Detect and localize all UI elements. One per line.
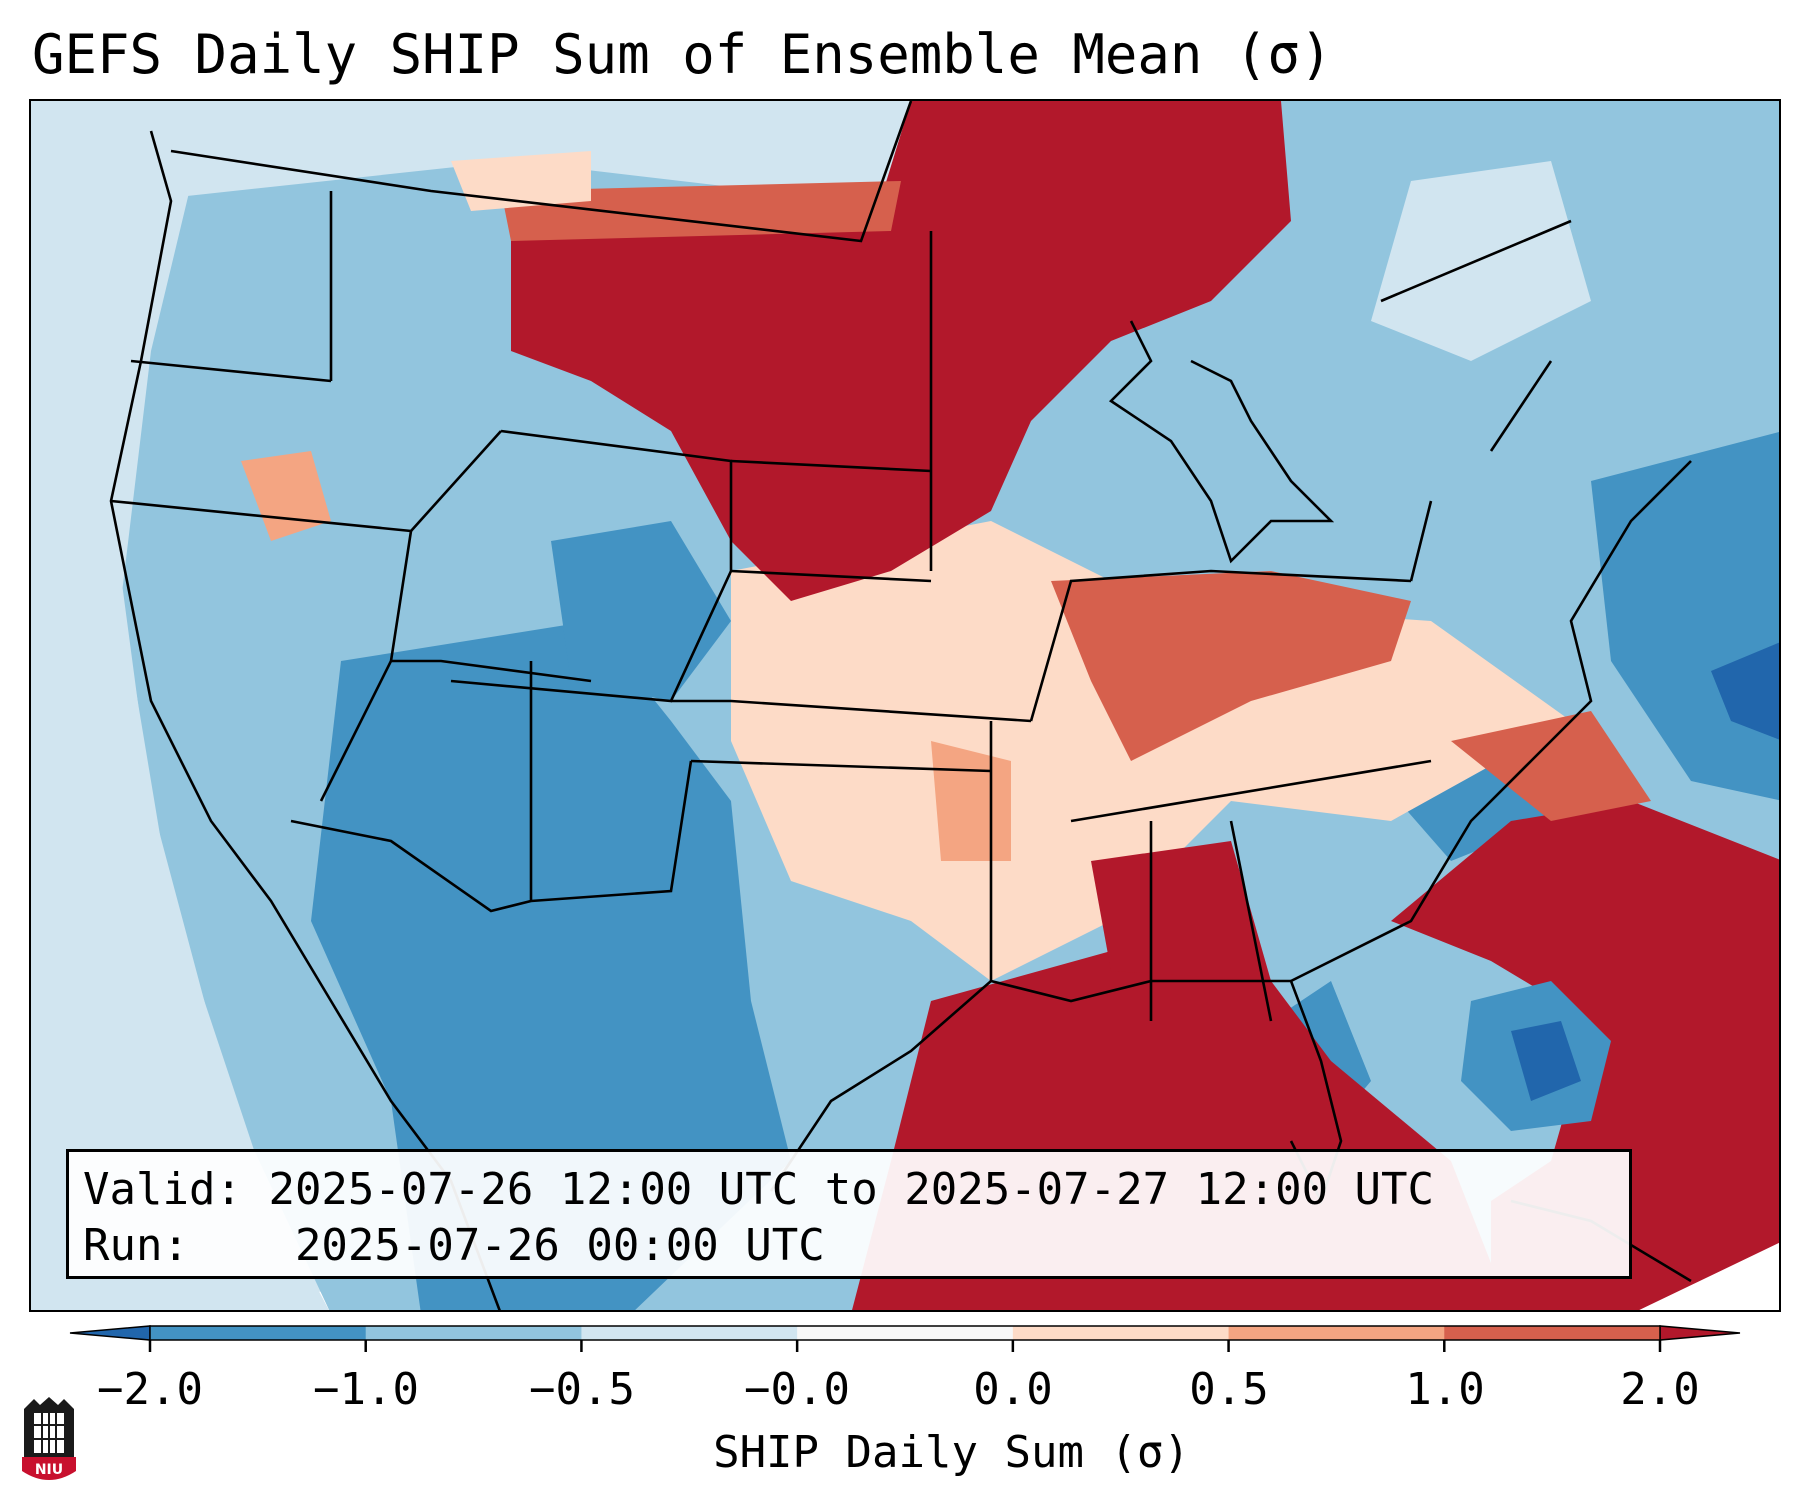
validity-info-box: Valid: 2025-07-26 12:00 UTC to 2025-07-2… xyxy=(66,1149,1632,1279)
field-positive-nevada xyxy=(241,451,331,541)
colorbar-extend-min xyxy=(69,1325,151,1341)
colorbar-tick-label: 0.0 xyxy=(973,1364,1053,1415)
colorbar-segment xyxy=(581,1326,798,1340)
colorbar-tick-label: 0.5 xyxy=(1189,1364,1269,1415)
logo-text: NIU xyxy=(35,1462,63,1478)
field-max-positive-deep-south xyxy=(1091,841,1271,981)
colorbar-tick-label: −1.0 xyxy=(313,1364,419,1415)
colorbar-label: SHIP Daily Sum (σ) xyxy=(713,1427,1190,1478)
colorbar-segment xyxy=(1444,1326,1661,1340)
colorbar-segment xyxy=(365,1326,582,1340)
valid-label: Valid: xyxy=(83,1164,242,1215)
ship-field-map xyxy=(31,101,1779,1310)
colorbar-tick-label: −2.0 xyxy=(97,1364,203,1415)
map-panel[interactable] xyxy=(29,99,1781,1312)
field-max-positive-northern-plains xyxy=(511,101,1291,601)
field-negative-southwest xyxy=(311,621,791,1310)
colorbar-segment xyxy=(797,1326,1014,1340)
field-strong-negative-bahamas xyxy=(1511,1021,1581,1101)
colorbar-segment xyxy=(150,1326,367,1340)
niu-logo: NIU xyxy=(22,1397,76,1480)
colorbar-extend-max xyxy=(1659,1325,1741,1341)
colorbar-tick-marks xyxy=(148,1340,1662,1352)
field-negative-colorado xyxy=(551,521,731,701)
field-strong-positive-canada-border xyxy=(501,181,901,241)
colorbar-outline xyxy=(149,1325,1661,1341)
colorbar-segment xyxy=(1228,1326,1445,1340)
colorbar-segments xyxy=(69,1325,1741,1341)
field-near-zero-west xyxy=(31,101,329,1310)
colorbar-segment xyxy=(1012,1326,1230,1340)
field-strong-positive-offshore xyxy=(1451,711,1651,821)
colorbar-tick-label: −0.5 xyxy=(529,1364,635,1415)
colorbar-tick-label: 1.0 xyxy=(1405,1364,1485,1415)
field-strong-negative-atlantic xyxy=(1711,642,1779,740)
field-near-zero-quebec xyxy=(1371,161,1591,361)
field-positive-arkansas xyxy=(931,741,1011,861)
valid-value: 2025-07-26 12:00 UTC to 2025-07-27 12:00… xyxy=(268,1164,1435,1215)
run-value: 2025-07-26 00:00 UTC xyxy=(294,1220,825,1271)
map-title: GEFS Daily SHIP Sum of Ensemble Mean (σ) xyxy=(32,23,1333,86)
field-strong-positive-ohio-valley xyxy=(1051,571,1411,761)
political-boundaries xyxy=(109,101,1572,1310)
projection-edge-right xyxy=(1562,1165,1779,1310)
colorbar-tick-label: −0.0 xyxy=(744,1364,850,1415)
field-near-zero-pos-alberta xyxy=(451,151,591,211)
run-label: Run: xyxy=(83,1220,189,1271)
colorbar-tick-label: 2.0 xyxy=(1620,1364,1700,1415)
